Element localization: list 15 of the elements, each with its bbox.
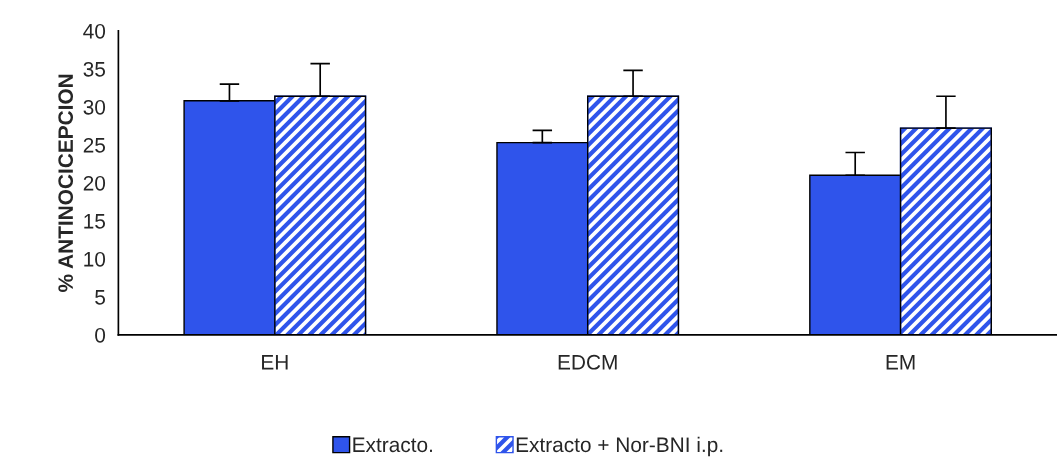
y-tick-label: 10: [84, 251, 106, 267]
y-tick-label: 15: [84, 214, 106, 229]
legend-label: Extracto + Nor-BNI i.p.: [516, 436, 723, 457]
y-tick-label: 5: [95, 290, 106, 305]
y-tick-label: 40: [83, 23, 106, 39]
x-tick-label: EM: [886, 355, 915, 370]
y-axis-title: % ANTINOCICEPCION: [58, 74, 74, 292]
legend-label: Extracto.: [353, 437, 432, 453]
x-tick-label: EH: [262, 355, 288, 370]
x-tick-label: EDCM: [558, 354, 617, 370]
y-tick-label: 30: [83, 99, 106, 115]
y-tick-label: 25: [83, 137, 106, 153]
y-tick-label: 0: [95, 327, 106, 343]
y-tick-label: 20: [83, 175, 106, 191]
y-tick-label: 35: [83, 61, 106, 77]
